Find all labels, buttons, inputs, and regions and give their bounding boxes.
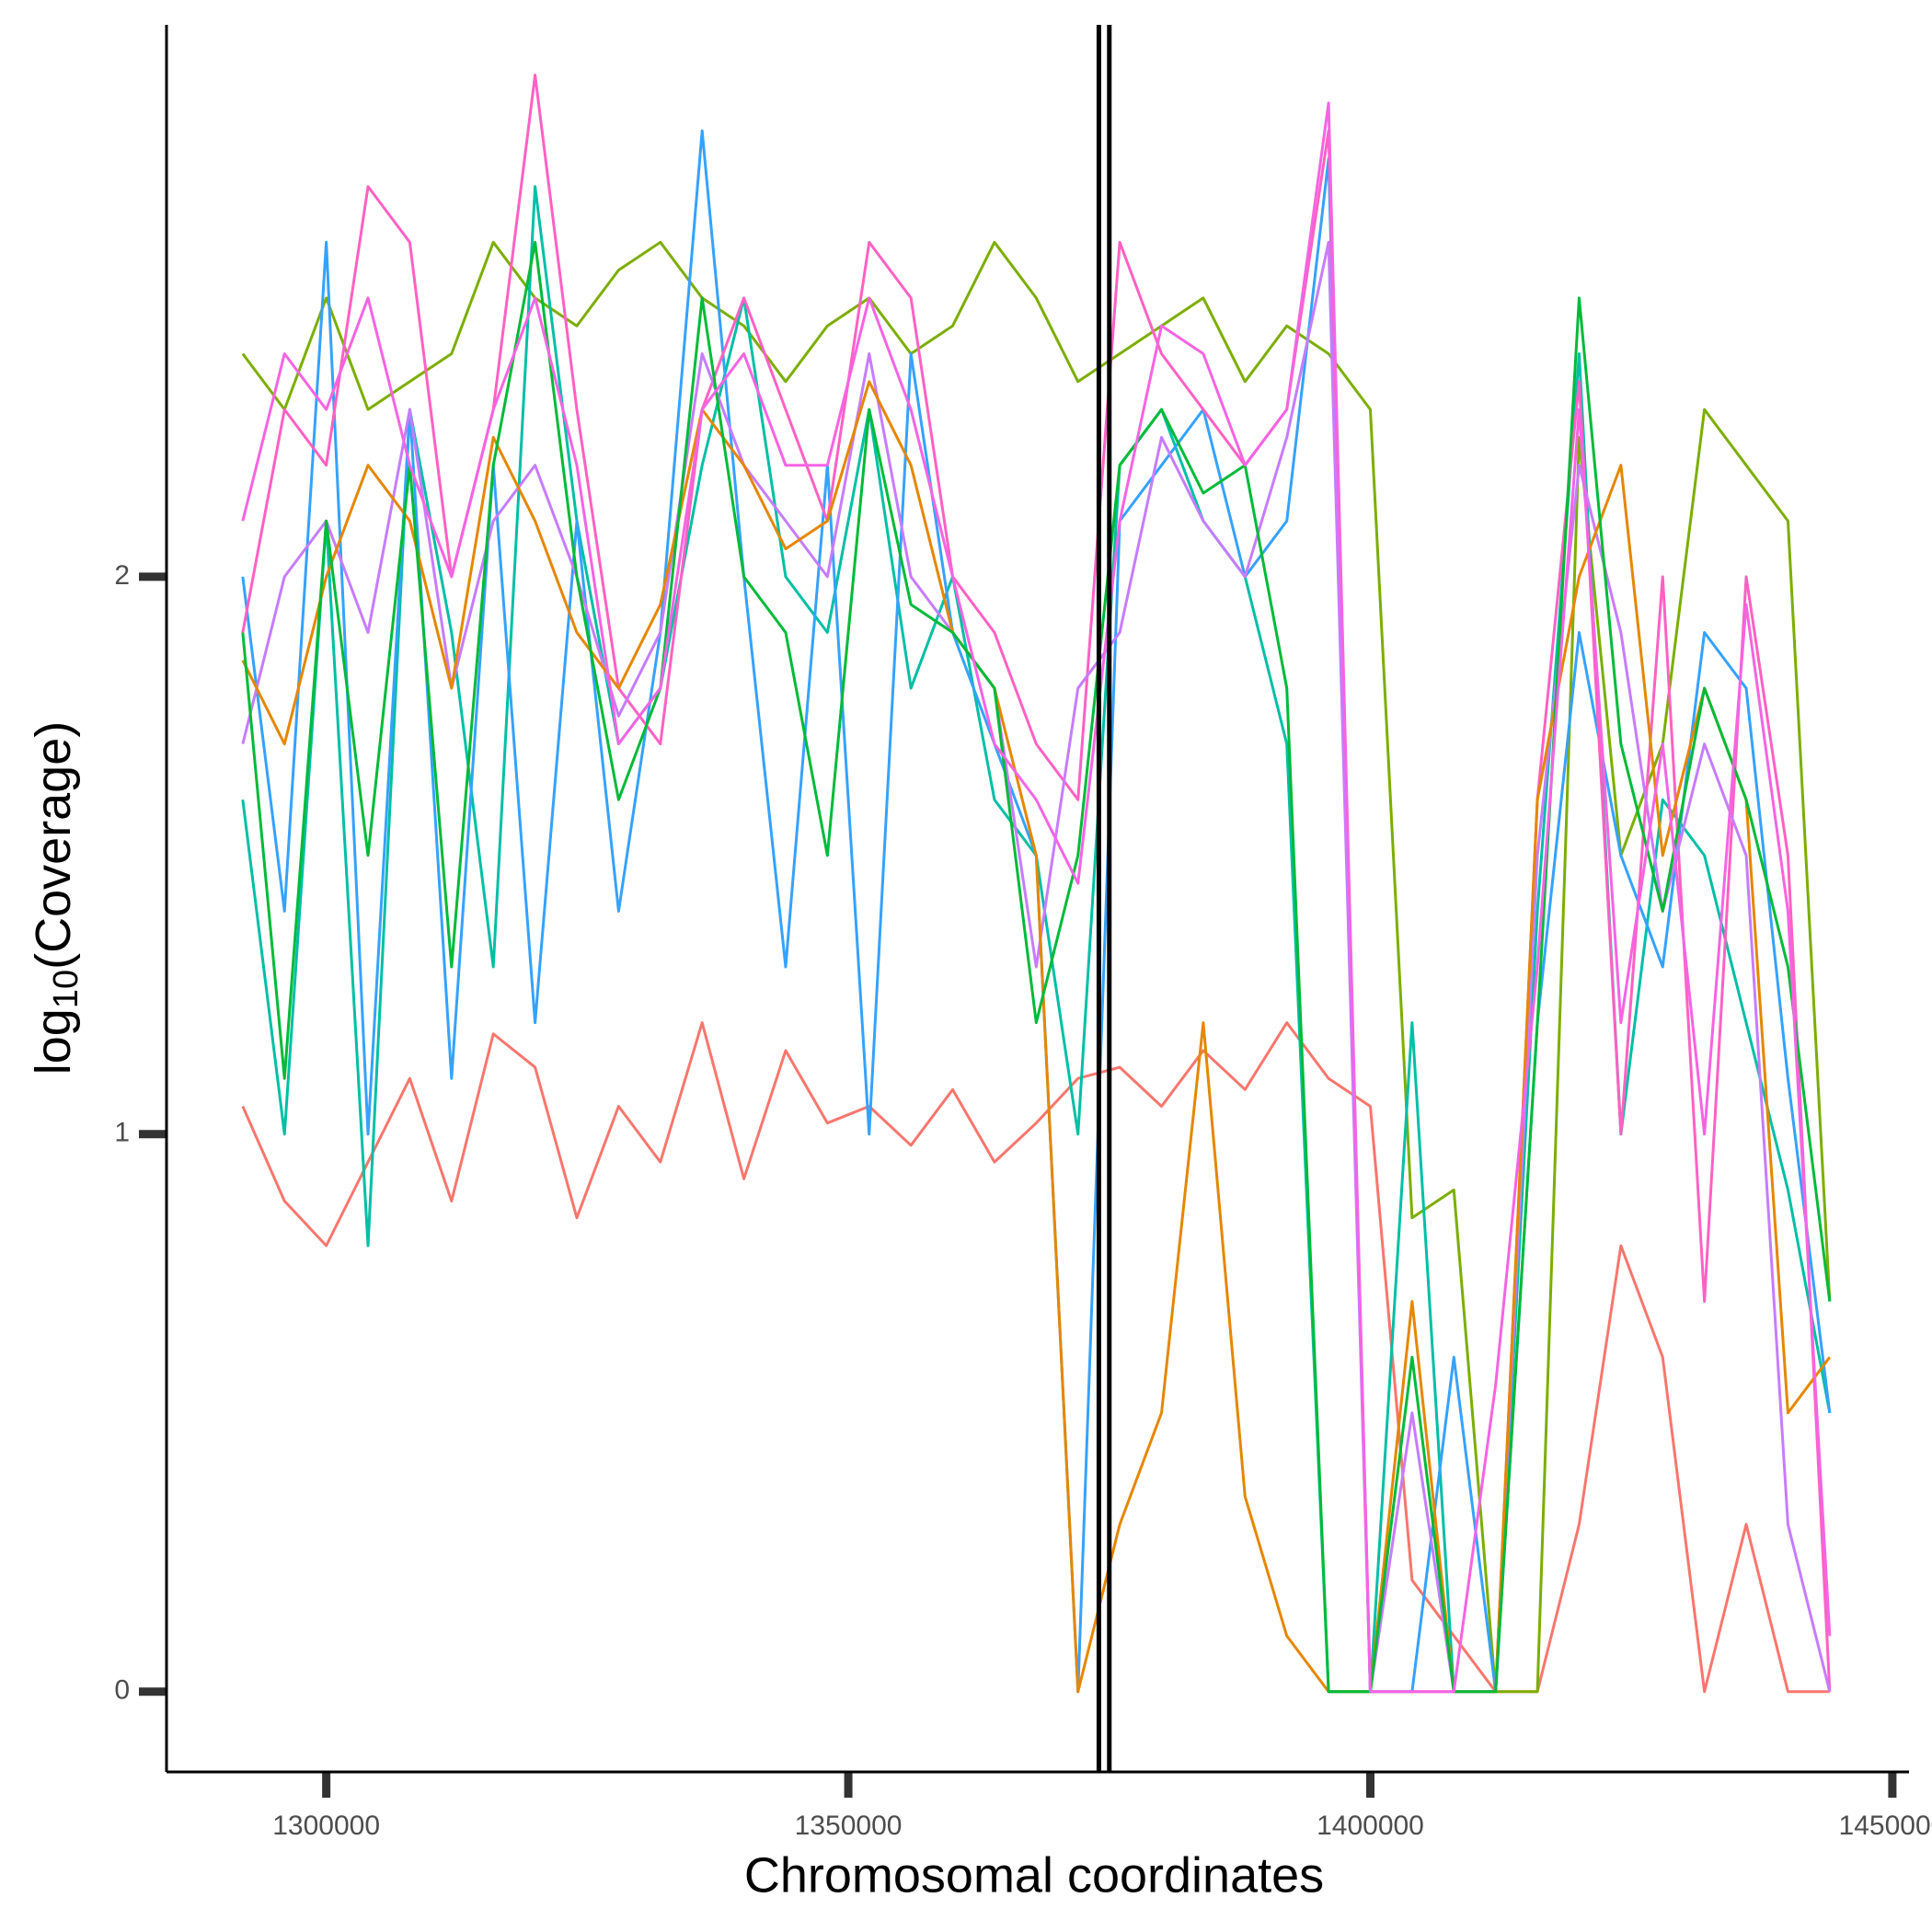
x-tick-label: 1350000: [795, 1811, 903, 1841]
series-line: [241, 1021, 1830, 1694]
y-title-log: log: [26, 1008, 81, 1075]
series-line: [241, 240, 1832, 1694]
series-line: [241, 101, 1832, 1694]
y-axis-title: log10(Coverage): [26, 721, 86, 1075]
series-line: [241, 240, 1832, 1694]
y-tick-label: 0: [114, 1675, 130, 1706]
x-tick-label: 1400000: [1317, 1811, 1424, 1841]
series-line: [241, 380, 1832, 1694]
x-tick-label: 1300000: [272, 1811, 380, 1841]
y-tick-label: 1: [114, 1118, 130, 1148]
y-title-rest: (Coverage): [26, 721, 81, 970]
x-axis-title: Chromosomal coordinates: [744, 1847, 1324, 1903]
y-tick-label: 2: [114, 560, 130, 591]
y-title-sub: 10: [47, 970, 86, 1008]
x-tick-label: 1450000: [1839, 1811, 1932, 1841]
